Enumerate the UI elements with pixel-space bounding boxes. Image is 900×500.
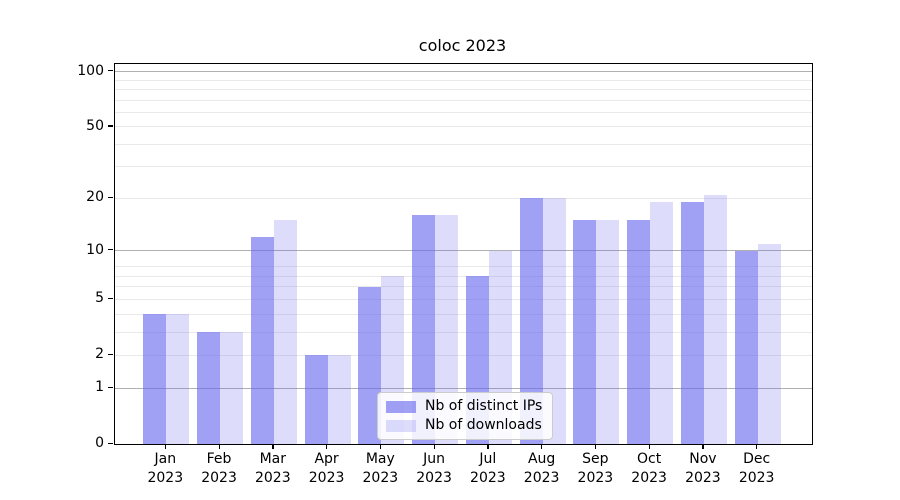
chart-title: coloc 2023 [418,36,507,55]
bar-distinct-ips [519,198,543,444]
y-tick-mark [108,249,113,251]
bar-downloads [596,220,620,444]
bar-distinct-ips [304,355,328,444]
bar-downloads [650,202,674,444]
minor-gridline [115,111,812,113]
legend-swatch-distinct-ips [386,400,416,413]
x-tick-label: Jul 2023 [470,451,506,486]
x-tick-label: Jun 2023 [416,451,452,486]
minor-gridline [115,88,812,90]
minor-gridline [115,197,812,199]
y-tick-mark [108,125,113,127]
x-tick-label: Jan 2023 [147,451,184,486]
y-tick-label: 0 [95,435,104,451]
y-tick-label: 50 [86,117,104,134]
bar-downloads [327,355,351,444]
legend-label-distinct-ips: Nb of distinct IPs [425,398,543,414]
legend: Nb of distinct IPs Nb of downloads [377,392,554,440]
x-tick-mark [594,444,597,449]
major-gridline [115,387,812,389]
x-tick-label: Sep 2023 [577,451,614,486]
x-tick-label: Mar 2023 [254,451,291,486]
y-tick-mark [108,386,113,388]
x-tick-label: Apr 2023 [308,451,345,486]
y-tick-label: 20 [86,189,104,206]
y-tick-mark [108,196,113,199]
bar-distinct-ips [680,202,704,444]
x-tick-label: Feb 2023 [201,451,237,486]
minor-gridline [115,331,812,333]
legend-swatch-downloads [386,419,416,432]
x-tick-label: Oct 2023 [631,451,667,486]
bar-downloads [220,332,244,444]
minor-gridline [115,275,812,277]
x-tick-mark [702,444,704,449]
x-tick-label: Dec 2023 [738,451,775,486]
x-tick-mark [487,444,489,449]
x-tick-mark [541,444,543,449]
x-tick-mark [648,444,650,449]
x-tick-label: Aug 2023 [523,451,560,486]
legend-item-distinct-ips: Nb of distinct IPs [386,399,542,414]
x-tick-mark [164,444,167,449]
y-tick-label: 10 [86,241,104,258]
bar-downloads [273,220,297,444]
minor-gridline [115,298,812,300]
minor-gridline [115,266,812,268]
x-tick-mark [272,444,274,449]
x-tick-mark [379,444,382,449]
bar-distinct-ips [412,215,436,444]
x-tick-mark [756,444,758,449]
bar-distinct-ips [143,314,167,444]
minor-gridline [115,99,812,101]
y-tick-label: 100 [77,62,104,79]
minor-gridline [115,143,812,145]
y-tick-mark [108,70,113,72]
bar-distinct-ips [358,287,382,444]
y-tick-mark [108,353,113,356]
x-tick-mark [218,444,220,449]
bar-downloads [703,194,727,444]
y-tick-mark [108,442,113,444]
bar-downloads [542,198,566,444]
y-tick-mark [108,297,113,300]
bar-distinct-ips [250,237,274,444]
x-tick-mark [326,444,328,449]
bar-downloads [757,243,781,444]
y-tick-label: 2 [95,346,104,363]
legend-label-downloads: Nb of downloads [425,417,542,433]
minor-gridline [115,166,812,168]
x-tick-label: May 2023 [362,451,399,486]
bar-downloads [166,314,190,444]
x-tick-label: Nov 2023 [685,451,721,486]
bar-downloads [435,215,459,444]
bar-distinct-ips [627,220,651,444]
y-tick-label: 1 [95,379,104,396]
major-gridline [115,250,812,252]
minor-gridline [115,126,812,128]
major-gridline [115,71,812,73]
legend-item-downloads: Nb of downloads [386,418,542,433]
bar-distinct-ips [197,332,221,444]
minor-gridline [115,286,812,288]
minor-gridline [115,354,812,356]
minor-gridline [115,313,812,315]
plot-area [114,63,813,445]
bar-distinct-ips [734,250,758,444]
x-tick-mark [433,444,435,449]
y-tick-label: 5 [95,290,104,307]
minor-gridline [115,79,812,81]
bar-distinct-ips [573,220,597,444]
